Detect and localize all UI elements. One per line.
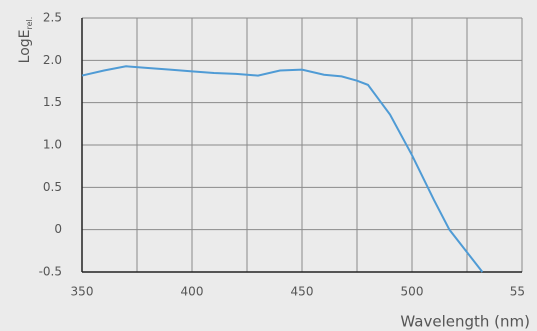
data-line <box>81 65 484 273</box>
x-tick-label: 500 <box>401 285 424 299</box>
y-axis-label: LogErel. <box>17 17 34 64</box>
y-label-sub: rel. <box>25 17 34 30</box>
y-tick-label: 2.5 <box>43 11 62 25</box>
x-tick-label: 350 <box>71 285 94 299</box>
y-label-main: LogE <box>17 29 33 63</box>
y-tick-label: 1.0 <box>43 138 62 152</box>
y-tick-label: 2.0 <box>43 53 62 67</box>
x-tick-label: 55 <box>510 285 525 299</box>
y-tick-label: 0 <box>54 222 62 236</box>
y-tick-label: 1.5 <box>43 95 62 109</box>
y-tick-label: -0.5 <box>39 265 62 279</box>
x-tick-label: 450 <box>291 285 314 299</box>
y-tick-label: 0.5 <box>43 180 62 194</box>
x-axis-label: Wavelength (nm) <box>400 313 530 331</box>
x-tick-label: 400 <box>181 285 204 299</box>
